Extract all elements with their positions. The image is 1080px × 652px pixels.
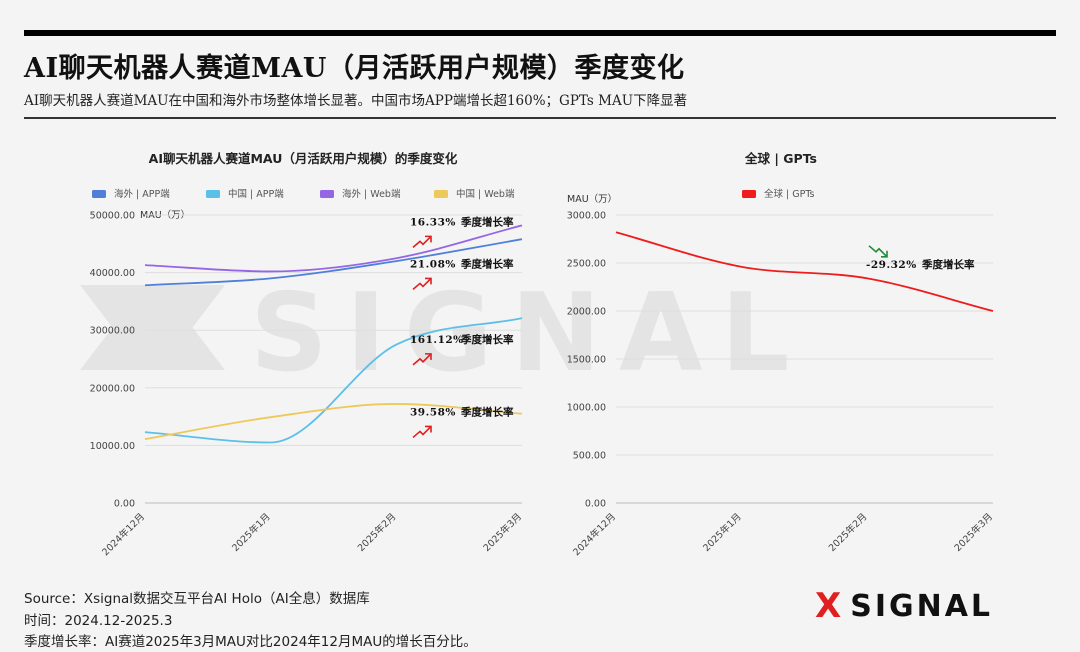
y-tick-label: 50000.00 xyxy=(90,211,135,222)
y-tick-label: 2500.00 xyxy=(567,259,606,270)
trend-down-icon xyxy=(868,245,888,258)
page-title: AI聊天机器人赛道MAU（月活跃用户规模）季度变化 xyxy=(24,53,685,84)
y-axis-label: MAU（万） xyxy=(567,193,617,205)
watermark-x-stroke xyxy=(80,285,225,370)
chart-title: AI聊天机器人赛道MAU（月活跃用户规模）的季度变化 xyxy=(149,151,458,166)
trend-up-icon xyxy=(412,425,432,439)
trend-up-stroke xyxy=(412,425,432,439)
x-tick-label: 2025年1月 xyxy=(229,511,272,554)
legend-swatch xyxy=(206,190,220,198)
legend-label: 海外 | APP端 xyxy=(114,188,170,200)
x-tick-label: 2025年3月 xyxy=(481,511,524,554)
annotation-value: 16.33% xyxy=(410,216,456,228)
trend-up-stroke xyxy=(412,235,432,248)
legend-label: 中国 | Web端 xyxy=(456,188,515,200)
y-tick-label: 1000.00 xyxy=(567,403,606,414)
trend-up-icon xyxy=(412,353,432,366)
legend-swatch xyxy=(434,190,448,198)
y-tick-label: 0.00 xyxy=(585,499,606,510)
trend-up-icon xyxy=(412,277,432,291)
x-tick-label: 2024年12月 xyxy=(571,511,619,559)
y-tick-label: 2000.00 xyxy=(567,307,606,318)
y-tick-label: 500.00 xyxy=(573,451,606,462)
legend-label: 海外 | Web端 xyxy=(342,188,401,200)
annotation-label: 季度增长率 xyxy=(921,258,975,271)
annotation-value: 21.08% xyxy=(410,258,456,270)
series-line xyxy=(615,231,994,312)
trend-up-stroke xyxy=(412,277,432,291)
annotation-label: 季度增长率 xyxy=(460,257,514,270)
annotation-value: 161.12% xyxy=(410,334,464,346)
footer-source: Source：Xsignal数据交互平台AI Holo（AI全息）数据库 xyxy=(24,591,370,607)
footer-time: 时间：2024.12-2025.3 xyxy=(24,613,173,629)
legend-swatch xyxy=(320,190,334,198)
trend-up-head xyxy=(425,277,432,285)
y-tick-label: 1500.00 xyxy=(567,355,606,366)
annotation-label: 季度增长率 xyxy=(460,333,514,346)
annotation-value: 39.58% xyxy=(410,406,456,418)
trend-up-icon xyxy=(412,235,432,248)
y-tick-label: 0.00 xyxy=(114,499,135,510)
y-tick-label: 10000.00 xyxy=(90,441,135,452)
chart-title: 全球 | GPTs xyxy=(744,151,817,166)
watermark-x-stroke xyxy=(80,285,225,370)
trend-up-head xyxy=(425,235,432,243)
y-tick-label: 3000.00 xyxy=(567,211,606,222)
brand-x-mark: X xyxy=(815,586,845,626)
annotation-label: 季度增长率 xyxy=(460,405,514,418)
annotation-value: -29.32% xyxy=(866,259,917,271)
legend-swatch xyxy=(742,190,756,198)
page-subtitle: AI聊天机器人赛道MAU在中国和海外市场整体增长显著。中国市场APP端增长超16… xyxy=(24,93,688,109)
x-tick-label: 2025年3月 xyxy=(952,511,995,554)
trend-up-head xyxy=(425,353,432,360)
y-tick-label: 20000.00 xyxy=(90,383,135,394)
series-line xyxy=(144,317,523,444)
watermark-text: SIGNAL xyxy=(250,271,807,396)
y-tick-label: 30000.00 xyxy=(90,326,135,337)
series-line xyxy=(144,224,523,273)
trend-up-stroke xyxy=(412,353,432,366)
x-tick-label: 2025年2月 xyxy=(355,511,398,554)
trend-up-head xyxy=(425,425,432,433)
annotation-label: 季度增长率 xyxy=(460,215,514,228)
x-tick-label: 2024年12月 xyxy=(100,511,148,559)
legend-label: 中国 | APP端 xyxy=(228,188,284,200)
trend-down-stroke xyxy=(868,245,888,258)
x-tick-label: 2025年2月 xyxy=(826,511,869,554)
footer-note: 季度增长率：AI赛道2025年3月MAU对比2024年12月MAU的增长百分比。 xyxy=(24,634,477,650)
header-divider xyxy=(24,117,1056,119)
watermark-x-mark xyxy=(80,285,225,370)
series-line xyxy=(144,403,523,440)
x-tick-label: 2025年1月 xyxy=(700,511,743,554)
legend-swatch xyxy=(92,190,106,198)
brand-wordmark: SIGNAL xyxy=(850,588,994,624)
top-bar xyxy=(24,30,1056,36)
y-tick-label: 40000.00 xyxy=(90,268,135,279)
legend-label: 全球 | GPTs xyxy=(764,188,815,200)
trend-down-head xyxy=(881,250,888,258)
brand-logo: X SIGNAL xyxy=(815,586,1060,626)
watermark: SIGNAL xyxy=(80,271,807,396)
series-line xyxy=(144,238,523,287)
